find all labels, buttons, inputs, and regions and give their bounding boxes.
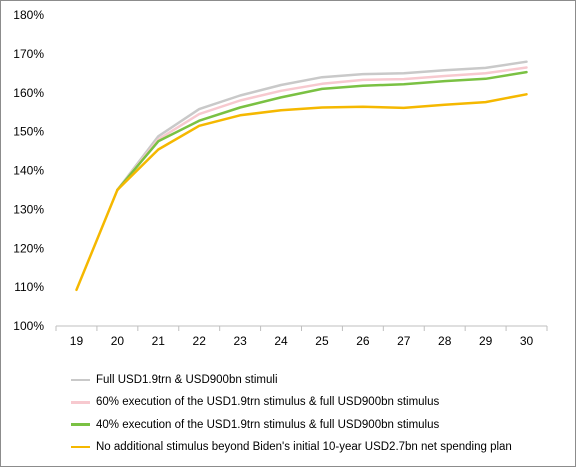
x-tick-label: 21 [152, 334, 166, 348]
x-tick-label: 22 [193, 334, 207, 348]
y-tick-label: 150% [13, 125, 44, 139]
x-tick-label: 28 [438, 334, 452, 348]
x-tick-label: 26 [356, 334, 370, 348]
y-tick-label: 100% [13, 319, 44, 333]
x-tick-label: 24 [274, 334, 288, 348]
y-tick-label: 120% [13, 241, 44, 255]
y-tick-label: 110% [14, 280, 44, 294]
y-tick-label: 130% [13, 202, 44, 216]
y-tick-label: 170% [13, 47, 44, 61]
legend-label: 60% execution of the USD1.9trn stimulus … [96, 396, 440, 409]
legend-swatch-no-additional [71, 445, 90, 449]
legend-swatch-40pct [71, 423, 90, 426]
legend-label: Full USD1.9trn & USD900bn stimuli [96, 374, 278, 387]
series-lines [75, 60, 528, 292]
x-tick-label: 29 [479, 334, 493, 348]
legend-item-full-stimuli: Full USD1.9trn & USD900bn stimuli [71, 369, 571, 391]
legend-item-40pct: 40% execution of the USD1.9trn stimulus … [71, 414, 571, 436]
series-line-40pct-execution [116, 70, 528, 192]
y-tick-label: 180% [13, 8, 44, 22]
x-tick-label: 25 [315, 334, 329, 348]
x-tick-label: 30 [520, 334, 534, 348]
legend: Full USD1.9trn & USD900bn stimuli 60% ex… [71, 369, 571, 458]
series-line-full-stimuli [116, 60, 528, 192]
x-axis: 19 20 21 22 23 24 25 26 27 28 29 30 [55, 326, 548, 348]
y-axis: 100% 110% 120% 130% 140% 150% 160% 170% 180% [13, 8, 44, 333]
legend-swatch-60pct [71, 401, 90, 404]
legend-label: No additional stimulus beyond Biden's in… [96, 441, 512, 454]
x-tick-label: 19 [70, 334, 84, 348]
legend-label: 40% execution of the USD1.9trn stimulus … [96, 418, 440, 431]
legend-item-no-additional: No additional stimulus beyond Biden's in… [71, 436, 571, 458]
series-line-no-additional-stimulus [75, 93, 528, 292]
legend-swatch-full-stimuli [71, 378, 90, 382]
y-tick-label: 160% [13, 86, 44, 100]
x-tick-label: 27 [397, 334, 411, 348]
legend-item-60pct: 60% execution of the USD1.9trn stimulus … [71, 391, 571, 413]
y-tick-label: 140% [13, 164, 44, 178]
x-tick-label: 20 [111, 334, 125, 348]
x-tick-label: 23 [233, 334, 247, 348]
series-line-60pct-execution [116, 66, 528, 192]
